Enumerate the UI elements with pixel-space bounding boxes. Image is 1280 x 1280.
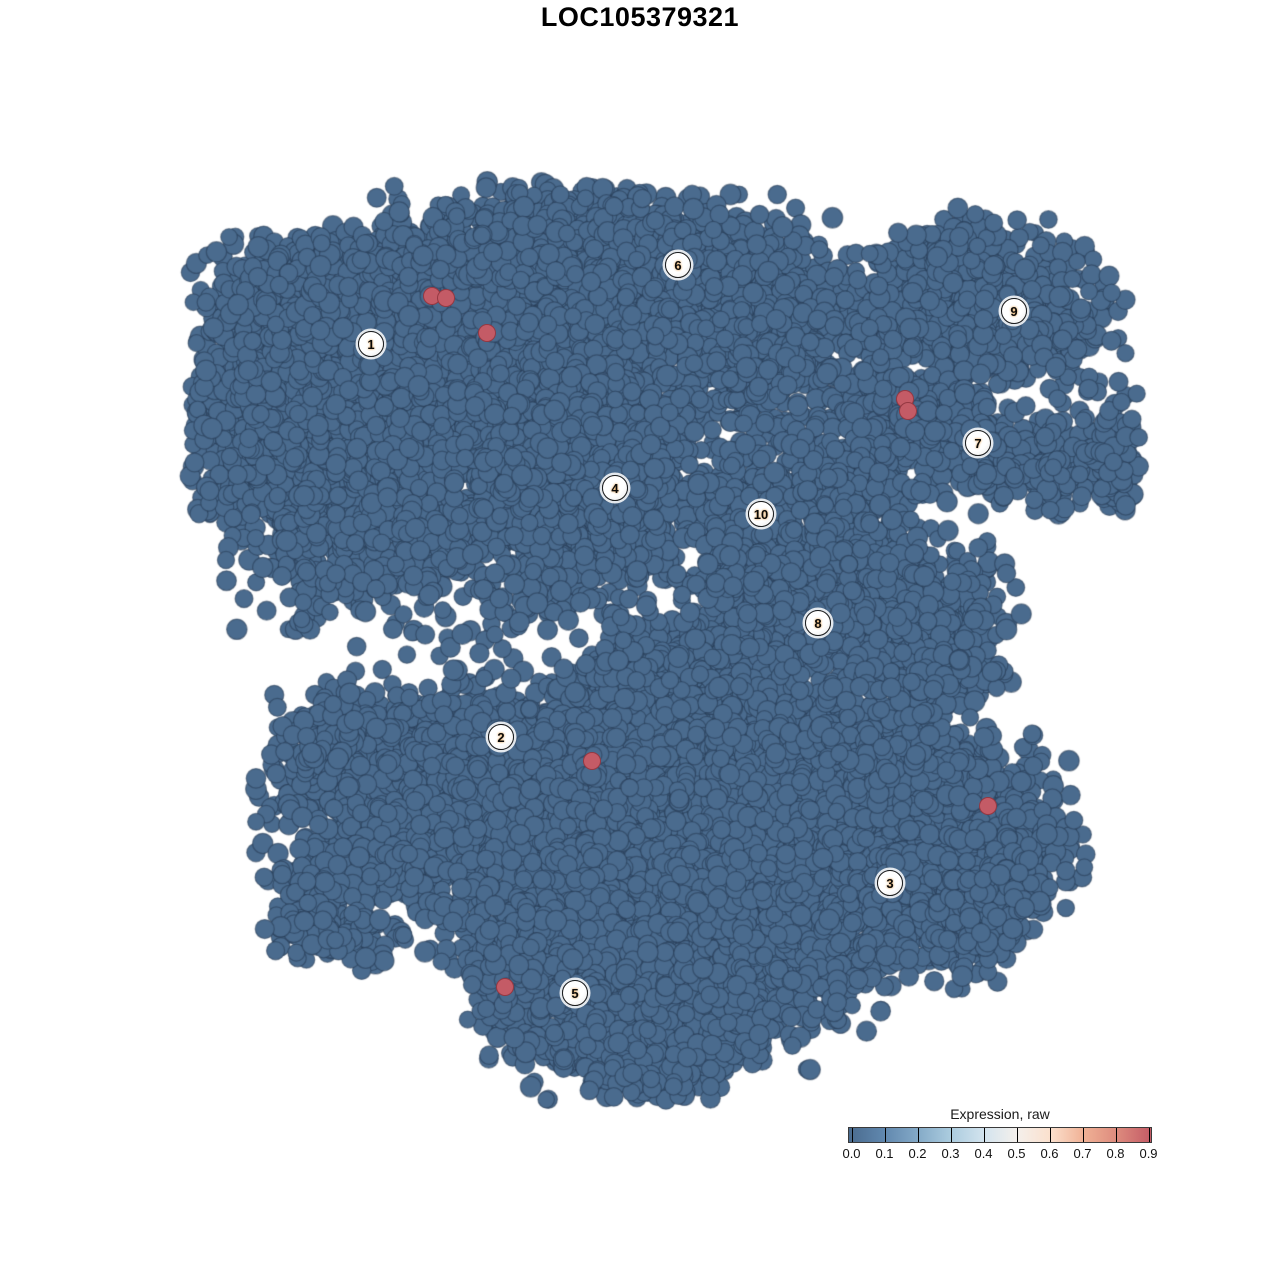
legend-title: Expression, raw <box>950 1106 1050 1122</box>
legend-tick-label: 0.9 <box>1139 1146 1158 1161</box>
legend-tick <box>851 1128 853 1142</box>
legend-tick <box>1148 1128 1150 1142</box>
legend-tick-label: 0.6 <box>1040 1146 1059 1161</box>
legend-tick <box>983 1128 985 1142</box>
legend-tick-label: 0.7 <box>1073 1146 1092 1161</box>
legend-tick <box>1115 1128 1117 1142</box>
legend-tick <box>1016 1128 1018 1142</box>
legend-tick-labels: 0.0 0.1 0.2 0.3 0.4 0.5 0.6 0.7 0.8 0.9 <box>842 1146 1157 1164</box>
legend-tick <box>884 1128 886 1142</box>
legend-tick-label: 0.0 <box>842 1146 861 1161</box>
legend-tick-label: 0.2 <box>908 1146 927 1161</box>
legend-tick-label: 0.8 <box>1106 1146 1125 1161</box>
legend-tick <box>1049 1128 1051 1142</box>
legend-tick-label: 0.5 <box>1007 1146 1026 1161</box>
legend-tick-label: 0.3 <box>941 1146 960 1161</box>
legend-gradient-bar <box>848 1127 1152 1143</box>
expression-colorbar-legend: Expression, raw 0.0 0.1 0.2 0.3 0.4 0.5 0.6 0.7… <box>840 1106 1160 1164</box>
legend-tick-label: 0.1 <box>875 1146 894 1161</box>
legend-tick-label: 0.4 <box>974 1146 993 1161</box>
legend-tick <box>1082 1128 1084 1142</box>
legend-tick <box>917 1128 919 1142</box>
legend-tick <box>950 1128 952 1142</box>
